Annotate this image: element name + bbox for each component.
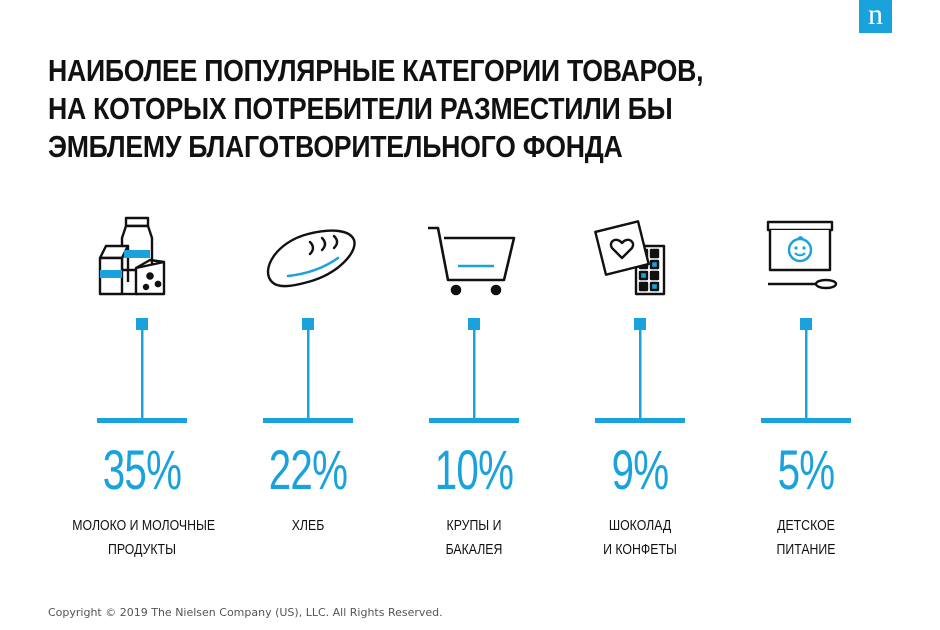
category-label-line: ХЛЕБ bbox=[291, 517, 325, 534]
category-label-line: И КОНФЕТЫ bbox=[603, 541, 677, 558]
page-title: НАИБОЛЕЕ ПОПУЛЯРНЫЕ КАТЕГОРИИ ТОВАРОВ, Н… bbox=[48, 52, 704, 166]
bread-icon bbox=[266, 229, 356, 288]
value-label: 10% bbox=[434, 438, 514, 501]
value-label: 22% bbox=[268, 438, 348, 501]
category-label: ХЛЕБ bbox=[238, 514, 377, 538]
value-label: 35% bbox=[102, 438, 182, 501]
value-label: 5% bbox=[777, 438, 836, 501]
category-label-line: КРУПЫ И bbox=[446, 517, 502, 534]
category-label: МОЛОКО И МОЛОЧНЫЕ ПРОДУКТЫ bbox=[72, 514, 216, 562]
value-label: 9% bbox=[611, 438, 670, 501]
category-label-line: ШОКОЛАД bbox=[608, 517, 672, 534]
title-line-3: ЭМБЛЕМУ БЛАГОТВОРИТЕЛЬНОГО ФОНДА bbox=[48, 129, 623, 164]
copyright: Copyright © 2019 The Nielsen Company (US… bbox=[48, 606, 443, 619]
category-label-line: БАКАЛЕЯ bbox=[445, 541, 503, 558]
title-line-2: НА КОТОРЫХ ПОТРЕБИТЕЛИ РАЗМЕСТИЛИ БЫ bbox=[48, 91, 673, 126]
dairy-icon bbox=[98, 216, 166, 296]
title-line-1: НАИБОЛЕЕ ПОПУЛЯРНЫЕ КАТЕГОРИИ ТОВАРОВ, bbox=[48, 53, 704, 88]
category-label-line: ДЕТСКОЕ bbox=[777, 517, 835, 534]
chocolate-icon bbox=[594, 220, 666, 296]
category-label-line: МОЛОКО И МОЛОЧНЫЕ bbox=[72, 517, 216, 534]
category-marker bbox=[761, 318, 851, 423]
shopping-cart-icon bbox=[428, 226, 516, 296]
category-marker bbox=[97, 318, 187, 423]
nielsen-logo: n bbox=[859, 0, 892, 33]
category-label: ШОКОЛАД И КОНФЕТЫ bbox=[570, 514, 709, 562]
category-label-line: ПИТАНИЕ bbox=[776, 541, 836, 558]
category-label: КРУПЫ И БАКАЛЕЯ bbox=[404, 514, 543, 562]
category-marker bbox=[595, 318, 685, 423]
category-label-line: ПРОДУКТЫ bbox=[108, 541, 176, 558]
category-marker bbox=[263, 318, 353, 423]
category-label: ДЕТСКОЕ ПИТАНИЕ bbox=[736, 514, 875, 562]
category-marker bbox=[429, 318, 519, 423]
baby-food-icon bbox=[766, 220, 838, 290]
